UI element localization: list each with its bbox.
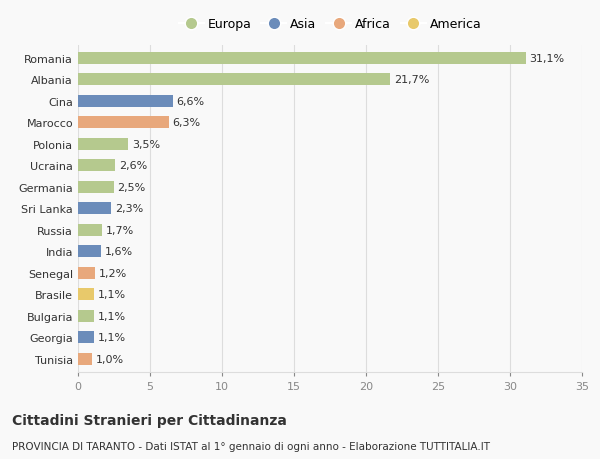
Bar	[78, 203, 111, 215]
Text: 1,1%: 1,1%	[97, 311, 125, 321]
Bar	[78, 53, 526, 65]
Bar	[78, 353, 92, 365]
Text: 21,7%: 21,7%	[394, 75, 430, 85]
Text: 2,6%: 2,6%	[119, 161, 147, 171]
Bar	[78, 310, 94, 322]
Bar	[78, 74, 391, 86]
Text: 6,3%: 6,3%	[172, 118, 200, 128]
Text: 1,0%: 1,0%	[96, 354, 124, 364]
Text: 1,6%: 1,6%	[104, 247, 133, 257]
Text: 1,2%: 1,2%	[99, 268, 127, 278]
Legend: Europa, Asia, Africa, America: Europa, Asia, Africa, America	[173, 13, 487, 36]
Text: 1,1%: 1,1%	[97, 290, 125, 300]
Text: 2,3%: 2,3%	[115, 204, 143, 214]
Bar	[78, 267, 95, 279]
Text: 3,5%: 3,5%	[132, 140, 160, 150]
Bar	[78, 160, 115, 172]
Text: 31,1%: 31,1%	[529, 54, 565, 64]
Bar	[78, 139, 128, 151]
Text: 1,7%: 1,7%	[106, 225, 134, 235]
Text: Cittadini Stranieri per Cittadinanza: Cittadini Stranieri per Cittadinanza	[12, 413, 287, 427]
Bar	[78, 117, 169, 129]
Bar	[78, 246, 101, 257]
Bar	[78, 289, 94, 301]
Text: 1,1%: 1,1%	[97, 332, 125, 342]
Text: 2,5%: 2,5%	[118, 182, 146, 192]
Bar	[78, 331, 94, 343]
Bar	[78, 181, 114, 193]
Bar	[78, 224, 103, 236]
Text: PROVINCIA DI TARANTO - Dati ISTAT al 1° gennaio di ogni anno - Elaborazione TUTT: PROVINCIA DI TARANTO - Dati ISTAT al 1° …	[12, 441, 490, 451]
Bar	[78, 96, 173, 107]
Text: 6,6%: 6,6%	[176, 97, 205, 106]
